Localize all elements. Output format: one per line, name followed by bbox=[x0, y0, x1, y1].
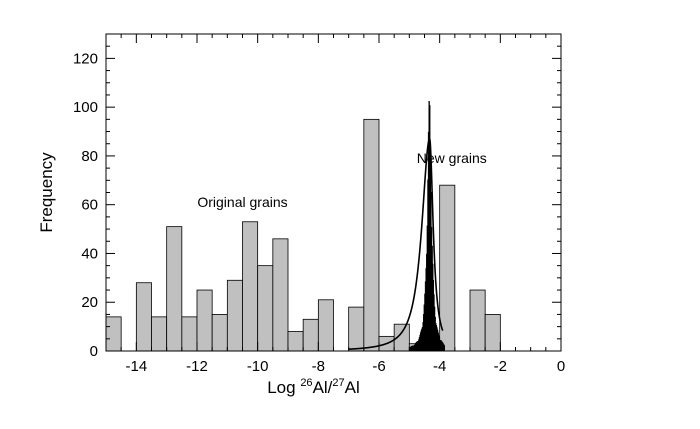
x-axis-title-sup-26: 26 bbox=[300, 377, 312, 389]
x-axis-title-sup-27: 27 bbox=[332, 377, 344, 389]
new-grains-bar-57 bbox=[443, 345, 445, 352]
axis-ticks bbox=[105, 33, 562, 352]
original-bar-3 bbox=[151, 316, 168, 352]
x-tick-label: -10 bbox=[247, 358, 269, 375]
y-tick-label: 60 bbox=[81, 197, 98, 214]
original-bar-9 bbox=[242, 221, 259, 352]
original-bar-17 bbox=[363, 118, 380, 352]
original-bar-2 bbox=[135, 282, 152, 352]
fit-curve bbox=[348, 137, 444, 350]
y-tick-label: 20 bbox=[81, 294, 98, 311]
original-grains-bars bbox=[105, 118, 501, 352]
x-tick-label: -8 bbox=[312, 358, 325, 375]
annotation-new-grains: New grains bbox=[417, 150, 487, 166]
x-tick-label: -6 bbox=[372, 358, 385, 375]
original-bar-7 bbox=[211, 314, 228, 352]
x-axis-title: Log 26Al/27Al bbox=[267, 377, 360, 397]
x-tick-label: -4 bbox=[433, 358, 446, 375]
x-tick-label: -12 bbox=[186, 358, 208, 375]
original-bar-6 bbox=[196, 289, 213, 352]
x-axis-title-mid: Al/ bbox=[313, 378, 333, 397]
original-bar-16 bbox=[348, 306, 365, 352]
original-bar-5 bbox=[181, 316, 198, 352]
y-tick-label: 0 bbox=[90, 343, 98, 360]
x-axis-title-suffix: Al bbox=[345, 378, 360, 397]
y-tick-label: 120 bbox=[73, 50, 98, 67]
original-bar-4 bbox=[166, 226, 183, 352]
y-axis-title: Frequency bbox=[37, 152, 56, 233]
annotation-original-grains: Original grains bbox=[197, 194, 287, 210]
original-bar-13 bbox=[302, 318, 319, 352]
original-bar-10 bbox=[257, 265, 274, 352]
x-tick-label: 0 bbox=[557, 358, 565, 375]
y-tick-label: 100 bbox=[73, 99, 98, 116]
original-bar-24 bbox=[469, 289, 486, 352]
original-bar-12 bbox=[287, 331, 304, 352]
x-tick-label: -2 bbox=[494, 358, 507, 375]
original-bar-11 bbox=[272, 238, 289, 352]
x-tick-label: -14 bbox=[125, 358, 147, 375]
y-tick-label: 80 bbox=[81, 148, 98, 165]
original-bar-14 bbox=[317, 299, 334, 352]
original-bar-0 bbox=[105, 316, 122, 352]
axis-tick-labels: -14 -12 -10 -8 -6 -4 -2 0 0 20 40 60 80 100 120 bbox=[73, 50, 565, 375]
original-bar-25 bbox=[484, 314, 501, 352]
x-axis-title-prefix: Log bbox=[267, 378, 300, 397]
y-tick-label: 40 bbox=[81, 245, 98, 262]
original-bar-8 bbox=[226, 279, 243, 352]
